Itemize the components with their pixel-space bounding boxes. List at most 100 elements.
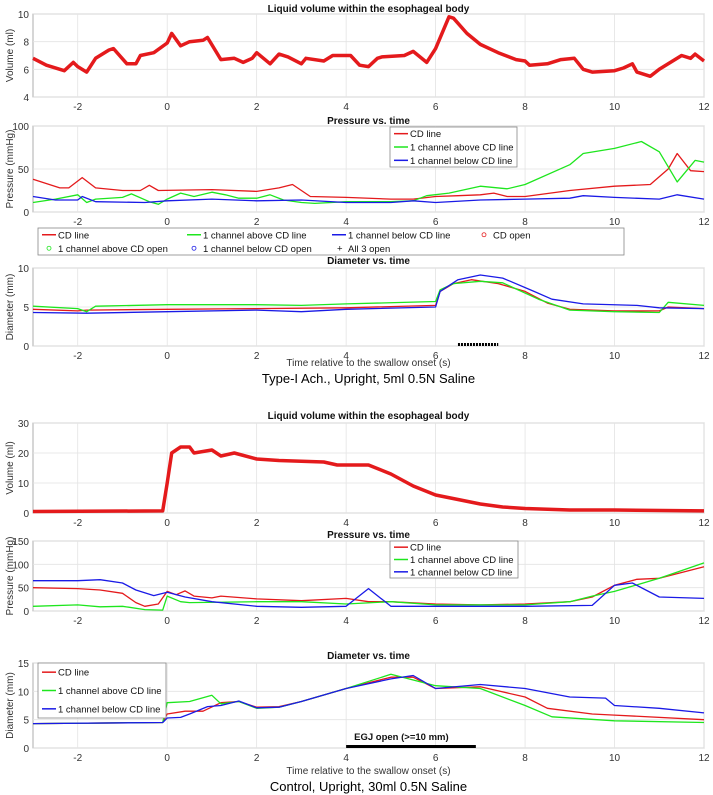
series-line-1-channel-below-cd-line [32,194,705,204]
series-line-1-channel-below-cd-line [32,274,705,314]
x-tick-label: 0 [164,102,170,113]
panel-0-1: -2 0 2 4 6 8 10 12 0 50 100 Pressure vs. time Pressu… [5,116,710,228]
x-tick-label: 8 [522,616,528,627]
x-tick-label: 6 [433,102,439,113]
y-tick-label: 30 [18,419,30,430]
x-tick-label: 4 [343,616,349,627]
x-tick-label: 12 [698,217,710,228]
panel-title: Diameter vs. time [327,256,410,267]
legend-item-label: All 3 open [348,244,390,255]
y-tick-label: 100 [12,122,29,133]
x-tick-label: 2 [254,217,260,228]
x-tick-label: 12 [698,518,710,529]
y-tick-label: 10 [18,479,30,490]
y-tick-label: 0 [23,607,29,618]
series-line-cd-line [32,152,705,200]
legend-item-label: 1 channel above CD line [58,686,162,697]
y-axis-label: Volume (ml) [5,441,16,494]
x-axis-label: Time relative to the swallow onset (s) [286,766,450,777]
x-tick-label: 4 [343,217,349,228]
y-tick-label: 0 [23,342,29,353]
x-tick-label: 10 [609,351,621,362]
panel-title: Liquid volume within the esophageal body [268,411,470,422]
y-axis-label: Diameter (mm) [5,274,16,341]
legend-item-label: 1 channel below CD line [410,156,512,167]
panel-title: Diameter vs. time [327,651,410,662]
series-line-cd-line [32,279,705,312]
x-tick-label: 4 [343,102,349,113]
x-tick-label: 0 [164,351,170,362]
x-tick-label: 6 [433,616,439,627]
x-tick-label: 10 [609,518,621,529]
x-tick-label: 12 [698,351,710,362]
x-tick-label: 4 [343,753,349,764]
legend-item-label: CD line [410,543,441,554]
x-tick-label: 2 [254,351,260,362]
y-tick-label: 50 [18,165,30,176]
x-tick-label: 0 [164,753,170,764]
y-tick-label: 15 [18,659,30,670]
x-tick-label: 12 [698,616,710,627]
y-axis-label: Volume (ml) [5,29,16,82]
x-tick-label: 0 [164,616,170,627]
x-tick-label: 6 [433,217,439,228]
legend: CD line 1 channel above CD line 1 channel … [37,227,625,256]
y-tick-label: 6 [23,65,29,76]
series-line-volume [32,445,705,514]
y-tick-label: 10 [18,687,30,698]
legend-item-label: CD open [493,230,531,241]
x-tick-label: 8 [522,102,528,113]
figure-caption: Control, Upright, 30ml 0.5N Saline [270,779,467,794]
plot-area [32,422,705,514]
series-line-1-channel-above-cd-line [32,562,705,611]
panel-0-2: -2 0 2 4 6 8 10 12 0 5 10 Diameter vs. time Diameter… [5,227,710,362]
legend-item-label: CD line [58,230,89,241]
y-tick-label: 10 [18,10,30,21]
panel-1-2: -2 0 2 4 6 8 10 12 0 5 10 15 Diameter vs. time Diamet… [5,651,710,764]
series-line-1-channel-above-cd-line [32,280,705,314]
legend-item-label: 1 channel above CD line [410,555,514,566]
legend-item-label: CD line [58,668,89,679]
legend-item-label: 1 channel below CD open [203,244,312,255]
x-tick-label: 2 [254,102,260,113]
y-tick-label: 0 [23,509,29,520]
legend-item-label: 1 channel below CD line [58,704,160,715]
x-tick-label: 12 [698,753,710,764]
x-tick-label: -2 [73,351,82,362]
legend-marker-plus: + [337,243,343,254]
legend-item-label: 1 channel below CD line [348,230,450,241]
x-tick-label: -2 [73,518,82,529]
x-tick-label: 4 [343,351,349,362]
series-line-1-channel-below-cd-line [32,674,705,725]
panel-title: Pressure vs. time [327,530,410,541]
x-tick-label: 8 [522,753,528,764]
panel-0-0: -2 0 2 4 6 8 10 12 4 6 8 10 Liquid volume within the… [5,4,710,113]
y-axis-label: Diameter (mm) [5,672,16,739]
panel-1-1: -2 0 2 4 6 8 10 12 0 50 100 150 Pressure vs. time Pre… [5,530,710,627]
x-tick-label: 4 [343,518,349,529]
plot-area [32,13,705,98]
x-tick-label: -2 [73,616,82,627]
legend: CD line 1 channel above CD line 1 channel … [37,662,167,719]
y-tick-label: 4 [23,93,29,104]
legend-item-label: 1 channel above CD open [58,244,168,255]
x-tick-label: 12 [698,102,710,113]
legend-item-label: 1 channel above CD line [203,230,307,241]
y-tick-label: 20 [18,449,30,460]
y-tick-label: 100 [12,560,29,571]
x-tick-label: 0 [164,518,170,529]
series-line-1-channel-above-cd-line [32,140,705,205]
panel-title: Pressure vs. time [327,116,410,127]
x-tick-label: 0 [164,217,170,228]
series-line-1-channel-below-cd-line [33,579,705,608]
x-tick-label: 2 [254,518,260,529]
panel-1-0: -2 0 2 4 6 8 10 12 0 10 20 30 Liquid volume within t… [5,411,710,529]
y-axis-label: Pressure (mmHg) [5,537,16,616]
x-tick-label: 8 [522,518,528,529]
legend-marker [46,245,52,251]
x-tick-label: 2 [254,753,260,764]
figure-caption: Type-I Ach., Upright, 5ml 0.5N Saline [262,371,475,386]
